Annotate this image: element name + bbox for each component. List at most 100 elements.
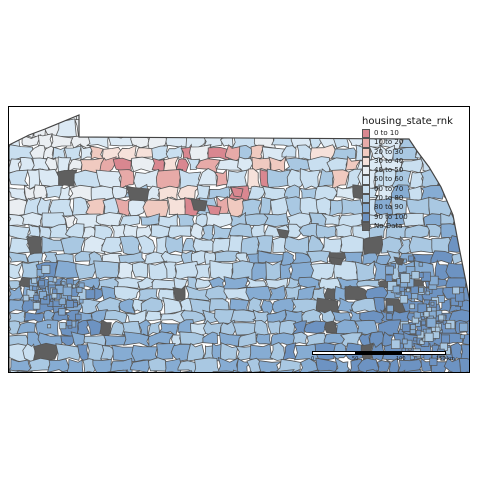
zip-region[interactable] [459, 334, 465, 340]
zip-region[interactable] [376, 360, 391, 373]
zip-region[interactable] [219, 132, 234, 148]
zip-region[interactable] [314, 185, 338, 201]
zip-region[interactable] [94, 107, 108, 123]
zip-region[interactable] [50, 107, 67, 123]
zip-region[interactable] [59, 322, 67, 330]
zip-region[interactable] [245, 285, 272, 301]
zip-region[interactable] [232, 322, 258, 337]
zip-region[interactable] [177, 107, 195, 122]
zip-region[interactable] [409, 303, 415, 310]
zip-region[interactable] [190, 223, 204, 240]
zip-region[interactable] [70, 331, 86, 347]
zip-region[interactable] [385, 274, 393, 282]
zip-region[interactable] [413, 337, 418, 342]
zip-region[interactable] [409, 354, 415, 360]
zip-region[interactable] [317, 119, 332, 138]
zip-region[interactable] [202, 331, 218, 345]
zip-region[interactable] [413, 311, 421, 319]
zip-region[interactable] [306, 250, 331, 264]
zip-region[interactable] [89, 371, 114, 373]
zip-region[interactable] [459, 322, 469, 332]
zip-region[interactable] [107, 132, 134, 147]
zip-region[interactable] [81, 235, 108, 256]
zip-region[interactable] [58, 297, 66, 305]
zip-region[interactable] [421, 316, 425, 320]
zip-region[interactable] [315, 357, 338, 373]
zip-region[interactable] [393, 256, 405, 266]
zip-region[interactable] [410, 324, 416, 331]
zip-region[interactable] [95, 169, 123, 189]
zip-region[interactable] [47, 276, 54, 282]
zip-region[interactable] [22, 294, 30, 302]
zip-region[interactable] [430, 250, 455, 265]
zip-region[interactable] [129, 359, 151, 372]
zip-region[interactable] [363, 235, 384, 256]
zip-region[interactable] [206, 204, 222, 216]
zip-region[interactable] [75, 313, 82, 321]
zip-region[interactable] [426, 317, 437, 328]
zip-region[interactable] [328, 117, 355, 139]
zip-region[interactable] [346, 370, 369, 373]
zip-region[interactable] [331, 169, 350, 190]
zip-region[interactable] [193, 357, 222, 373]
zip-region[interactable] [52, 288, 58, 294]
zip-region[interactable] [465, 276, 471, 291]
zip-region[interactable] [429, 275, 439, 286]
zip-region[interactable] [95, 120, 113, 139]
zip-region[interactable] [379, 144, 395, 162]
zip-region[interactable] [425, 290, 430, 296]
zip-region[interactable] [300, 369, 320, 373]
zip-region[interactable] [76, 286, 83, 293]
zip-region[interactable] [194, 278, 213, 289]
zip-region[interactable] [195, 213, 209, 229]
zip-region[interactable] [175, 370, 194, 373]
zip-region[interactable] [323, 320, 338, 334]
zip-region[interactable] [212, 370, 238, 373]
zip-region[interactable] [430, 301, 435, 306]
zip-region[interactable] [237, 331, 257, 348]
zip-region[interactable] [51, 292, 58, 299]
zip-region[interactable] [68, 158, 85, 173]
zip-region[interactable] [113, 277, 144, 289]
zip-region[interactable] [194, 263, 213, 281]
zip-region[interactable] [101, 236, 124, 254]
zip-region[interactable] [66, 300, 74, 309]
choropleth-map[interactable] [9, 107, 470, 373]
zip-region[interactable] [415, 329, 422, 336]
zip-region[interactable] [405, 266, 416, 276]
zip-region[interactable] [9, 107, 29, 122]
zip-region[interactable] [365, 369, 382, 374]
zip-region[interactable] [108, 369, 129, 373]
zip-region[interactable] [9, 358, 33, 372]
zip-region[interactable] [38, 168, 60, 189]
zip-region[interactable] [385, 313, 393, 320]
zip-region[interactable] [330, 147, 357, 160]
zip-region[interactable] [416, 371, 435, 373]
zip-region[interactable] [9, 187, 27, 201]
zip-region[interactable] [309, 108, 337, 122]
zip-region[interactable] [136, 235, 156, 255]
zip-region[interactable] [72, 284, 76, 289]
zip-region[interactable] [54, 260, 80, 279]
zip-region[interactable] [27, 252, 44, 264]
zip-region[interactable] [385, 357, 400, 373]
zip-region[interactable] [62, 286, 73, 297]
zip-region[interactable] [92, 359, 114, 374]
zip-region[interactable] [406, 288, 411, 293]
zip-region[interactable] [260, 117, 280, 138]
zip-region[interactable] [289, 369, 304, 373]
zip-region[interactable] [252, 309, 271, 325]
zip-region[interactable] [418, 287, 424, 293]
zip-region[interactable] [445, 322, 452, 330]
zip-region[interactable] [9, 118, 35, 139]
zip-region[interactable] [310, 262, 337, 282]
zip-region[interactable] [118, 298, 136, 315]
zip-region[interactable] [135, 118, 156, 137]
zip-region[interactable] [46, 358, 70, 373]
zip-region[interactable] [403, 339, 413, 349]
zip-region[interactable] [424, 332, 434, 342]
zip-region[interactable] [116, 261, 136, 281]
zip-region[interactable] [170, 118, 188, 138]
zip-region[interactable] [55, 343, 82, 362]
zip-region[interactable] [298, 117, 323, 139]
